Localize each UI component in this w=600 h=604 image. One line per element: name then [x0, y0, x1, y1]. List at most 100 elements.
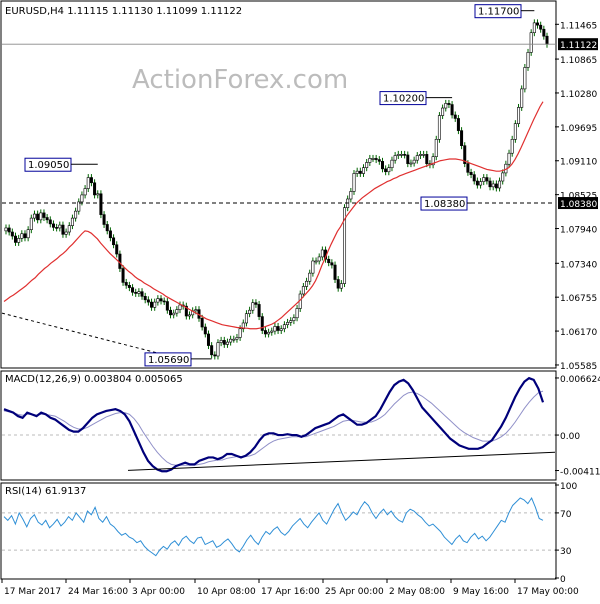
- candle-body: [26, 229, 30, 239]
- candle-body: [172, 312, 176, 316]
- candle-body: [115, 244, 119, 255]
- support-label-box: [558, 197, 598, 210]
- rsi-marks: [3, 496, 544, 557]
- candle-body: [456, 118, 460, 131]
- price-tick-label: 1.09695: [560, 124, 597, 134]
- x-tick-label: 10 Apr 08:00: [197, 587, 256, 597]
- price-annotation-label: 1.09050: [28, 160, 69, 171]
- candle-body: [48, 219, 52, 225]
- candle-body: [494, 183, 498, 189]
- candle-body: [7, 227, 11, 233]
- candle-body: [99, 193, 103, 215]
- candle-body: [479, 181, 483, 186]
- candle-body: [206, 333, 210, 346]
- x-axis: 17 Mar 2017 24 Mar 16:00 3 Apr 00:00 10 Apr…: [1, 579, 579, 597]
- candle-body: [501, 172, 505, 182]
- price-axis: 1.11465 1.10865 1.10280 1.09695 1.09110 1.085…: [555, 21, 597, 372]
- candle-body: [387, 167, 391, 173]
- candle-body: [146, 299, 150, 303]
- candle-body: [137, 291, 141, 294]
- candle-body: [469, 172, 473, 175]
- candle-body: [488, 180, 492, 188]
- candle-body: [437, 115, 441, 140]
- candle-body: [444, 103, 448, 109]
- candle-body: [80, 194, 84, 203]
- price-tick-label: 1.06170: [560, 328, 597, 338]
- candle-body: [162, 300, 166, 303]
- candle-body: [23, 233, 27, 239]
- candle-body: [222, 340, 226, 345]
- candle-body: [450, 104, 454, 116]
- x-tick-label: 3 Apr 00:00: [132, 587, 185, 597]
- candle-body: [89, 177, 93, 184]
- candle-body: [251, 302, 255, 311]
- candle-body: [260, 316, 264, 331]
- candle-body: [384, 168, 388, 173]
- candle-body: [238, 328, 242, 338]
- candle-body: [431, 156, 435, 166]
- candle-body: [131, 287, 135, 293]
- candle-body: [314, 260, 318, 263]
- candle-body: [36, 213, 40, 221]
- price-tick-label: 1.10865: [560, 56, 597, 66]
- candle-body: [403, 154, 407, 156]
- candle-body: [311, 260, 315, 274]
- candle-body: [425, 154, 429, 164]
- ema-line: [3, 101, 544, 330]
- candle-body: [320, 249, 324, 258]
- price-annotation-label: 1.08380: [424, 199, 465, 210]
- candle-body: [295, 308, 299, 319]
- candle-body: [108, 230, 112, 239]
- candle-body: [156, 298, 160, 303]
- price-tick-label: 1.06755: [560, 294, 597, 304]
- candle-body: [412, 159, 416, 164]
- candle-body: [178, 304, 182, 310]
- candle-body: [317, 256, 321, 262]
- candle-body: [150, 301, 154, 308]
- candle-body: [20, 233, 24, 239]
- price-labels: 1.09050 1.05690 1.10200 1.08380 1.11700: [24, 4, 535, 367]
- candle-body: [523, 67, 527, 90]
- candle-body: [86, 177, 90, 189]
- candle-body: [330, 262, 334, 266]
- candle-body: [491, 183, 495, 188]
- candle-body: [83, 188, 87, 196]
- candle-body: [282, 324, 286, 330]
- candle-body: [460, 130, 464, 146]
- candle-body: [447, 103, 451, 105]
- candle-body: [399, 154, 403, 156]
- macd-axis: 0.006624 0.00 -0.004116: [2, 375, 600, 478]
- candle-body: [336, 279, 340, 289]
- candle-body: [545, 35, 549, 45]
- candle-body: [13, 235, 17, 243]
- candle-body: [377, 159, 381, 162]
- candle-body: [32, 213, 36, 219]
- candle-body: [362, 167, 366, 174]
- candle-body: [42, 212, 46, 218]
- candle-body: [10, 231, 14, 237]
- candle-body: [257, 304, 261, 317]
- candle-body: [526, 52, 530, 68]
- price-tick-label: 1.11465: [560, 21, 597, 31]
- price-annotation-label: 1.05690: [148, 355, 189, 366]
- candle-body: [374, 158, 378, 160]
- candle-body: [105, 224, 109, 232]
- current-price-box: [558, 38, 598, 51]
- macd-marks: [3, 376, 556, 473]
- rsi-tick-label: 30: [560, 547, 572, 557]
- x-tick-label: 24 Mar 16:00: [68, 587, 128, 597]
- candle-body: [422, 154, 426, 156]
- macd-title: MACD(12,26,9) 0.003804 0.005065: [5, 374, 183, 385]
- macd-tick-label: -0.004116: [560, 468, 600, 478]
- price-annotation-label: 1.10200: [383, 94, 424, 105]
- candle-body: [327, 258, 331, 264]
- x-tick-label: 2 May 08:00: [389, 587, 445, 597]
- price-tick-label: 1.07340: [560, 260, 597, 270]
- macd-tick-label: 0.00: [560, 432, 580, 442]
- candle-body: [248, 309, 252, 314]
- candle-body: [229, 338, 233, 343]
- candle-body: [536, 22, 540, 26]
- candle-body: [67, 225, 71, 233]
- candle-body: [121, 268, 125, 283]
